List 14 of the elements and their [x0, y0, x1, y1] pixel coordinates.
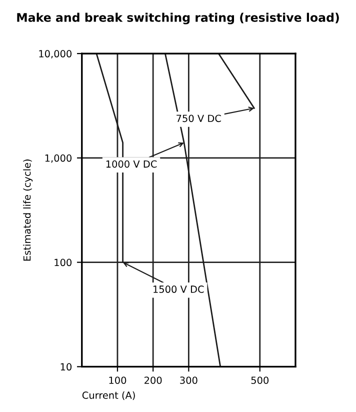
- annotation: 1500 V DC: [154, 286, 204, 293]
- x-tick-label: 500: [251, 376, 269, 384]
- x-tick-label: 300: [180, 376, 198, 384]
- annotation: 750 V DC: [176, 114, 221, 122]
- y-tick-label: 10,000: [39, 50, 72, 58]
- y-tick-label: 1,000: [45, 154, 72, 163]
- y-tick-label: 100: [54, 258, 72, 266]
- chart-title: Make and break switching rating (resistive load): [17, 12, 339, 24]
- y-tick-label: 10: [60, 363, 72, 371]
- x-axis-title: Current (A): [82, 391, 135, 400]
- annotation: 1000 V DC: [106, 160, 157, 168]
- x-tick-label: 200: [144, 376, 162, 384]
- y-axis-title: Estimated life (cycle): [23, 160, 33, 261]
- x-tick-label: 100: [109, 376, 126, 384]
